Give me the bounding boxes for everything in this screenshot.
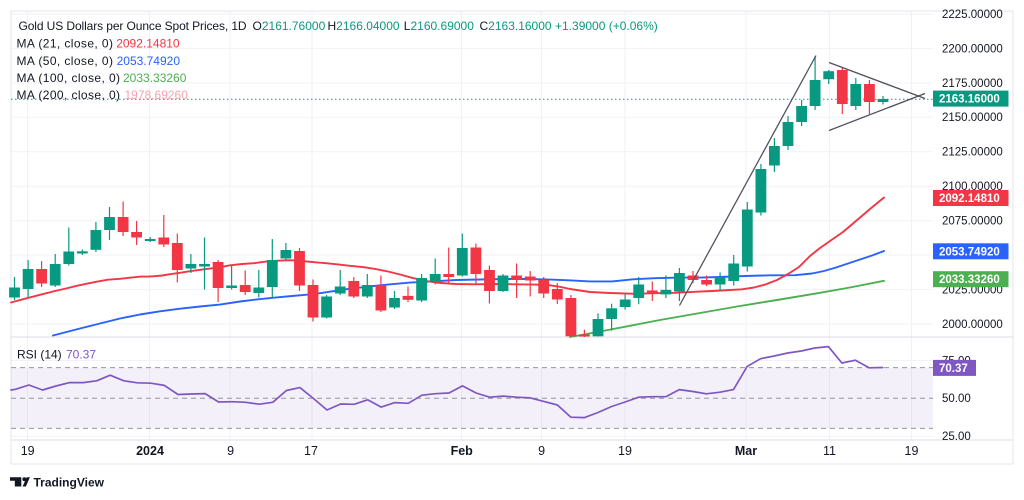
svg-text:1978.69260: 1978.69260 (125, 88, 189, 102)
svg-text:MA (50, close, 0): MA (50, close, 0) (17, 54, 114, 68)
svg-text:17: 17 (304, 444, 318, 458)
svg-text:C2163.16000: C2163.16000 (480, 19, 552, 33)
svg-text:11: 11 (823, 444, 836, 458)
svg-text:2225.00000: 2225.00000 (942, 9, 1003, 21)
svg-text:2024: 2024 (136, 444, 164, 458)
svg-text:L2160.69000: L2160.69000 (404, 19, 474, 33)
svg-text:19: 19 (618, 444, 632, 458)
svg-text:H2166.04000: H2166.04000 (328, 19, 400, 33)
svg-text:2092.14810: 2092.14810 (939, 193, 1000, 205)
svg-text:Gold US Dollars per Ounce Spot: Gold US Dollars per Ounce Spot Prices, 1… (19, 19, 247, 33)
svg-text:2033.33260: 2033.33260 (123, 71, 187, 85)
svg-text:70.37: 70.37 (939, 363, 968, 375)
svg-text:MA (100, close, 0): MA (100, close, 0) (17, 71, 121, 85)
svg-text:2000.00000: 2000.00000 (942, 319, 1003, 331)
svg-text:MA (21, close, 0): MA (21, close, 0) (17, 37, 114, 51)
svg-text:Feb: Feb (451, 444, 474, 458)
svg-text:2053.74920: 2053.74920 (939, 246, 1000, 258)
svg-text:2125.00000: 2125.00000 (942, 147, 1003, 159)
svg-text:2092.14810: 2092.14810 (116, 37, 180, 51)
svg-text:70.37: 70.37 (66, 348, 96, 362)
svg-text:2200.00000: 2200.00000 (942, 43, 1003, 55)
svg-text:9: 9 (538, 444, 545, 458)
svg-text:2033.33260: 2033.33260 (939, 274, 1000, 286)
svg-text:+1.39000 (+0.06%): +1.39000 (+0.06%) (555, 19, 658, 33)
svg-text:RSI (14): RSI (14) (17, 348, 62, 362)
svg-text:2150.00000: 2150.00000 (942, 112, 1003, 124)
svg-text:Mar: Mar (735, 444, 757, 458)
svg-text:2175.00000: 2175.00000 (942, 78, 1003, 90)
svg-text:19: 19 (905, 444, 919, 458)
svg-text:2163.16000: 2163.16000 (939, 94, 1000, 106)
svg-text:O2161.76000: O2161.76000 (253, 19, 326, 33)
svg-text:TradingView: TradingView (34, 476, 105, 490)
svg-text:2025.00000: 2025.00000 (942, 285, 1003, 297)
svg-text:19: 19 (21, 444, 35, 458)
svg-text:2053.74920: 2053.74920 (117, 54, 181, 68)
svg-text:9: 9 (227, 444, 234, 458)
svg-text:2075.00000: 2075.00000 (942, 216, 1003, 228)
svg-text:MA (200, close, 0): MA (200, close, 0) (17, 88, 121, 102)
svg-text:50.00: 50.00 (942, 393, 971, 405)
svg-text:25.00: 25.00 (942, 431, 971, 443)
